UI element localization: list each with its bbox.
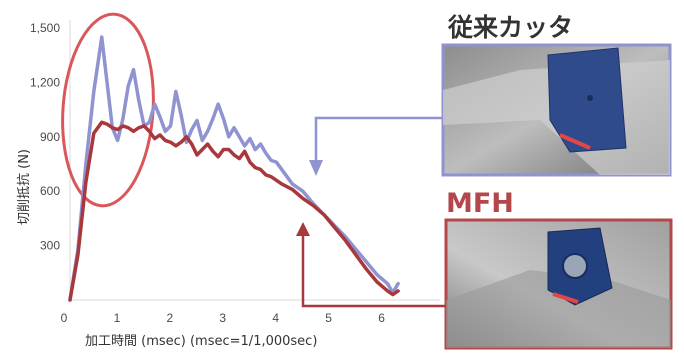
y-tick-label: 300 [40,239,60,253]
y-tick-label: 1,500 [30,21,60,35]
conventional-connector [309,116,443,176]
y-axis-title: 切削抵抗 (N) [17,149,32,225]
x-tick-label: 2 [167,311,174,325]
x-tick-labels: 0 1 2 3 4 5 6 [61,311,386,325]
x-tick-label: 6 [378,311,385,325]
conventional-cutter-photo [441,43,672,177]
y-tick-labels: 300 600 900 1,200 1,500 [30,21,60,253]
axes [69,20,440,301]
initial-peak-highlight [61,12,155,208]
y-tick-label: 600 [40,184,60,198]
mfh-connector [296,222,446,308]
x-tick-label: 0 [61,311,68,325]
y-tick-label: 900 [40,130,60,144]
mfh-cutter-photo [444,218,673,350]
conventional-label: 従来カッタ [447,13,573,42]
x-tick-label: 5 [325,311,332,325]
y-tick-label: 1,200 [30,75,60,89]
series-layer [68,35,400,302]
series-line-1 [68,120,400,302]
x-tick-label: 1 [114,311,121,325]
mfh-label: MFH [446,188,514,219]
x-axis-title: 加工時間 (msec) (msec=1/1,000sec) [85,334,317,349]
series-line-0 [68,35,400,302]
x-tick-label: 4 [272,311,279,325]
x-tick-label: 3 [219,311,226,325]
